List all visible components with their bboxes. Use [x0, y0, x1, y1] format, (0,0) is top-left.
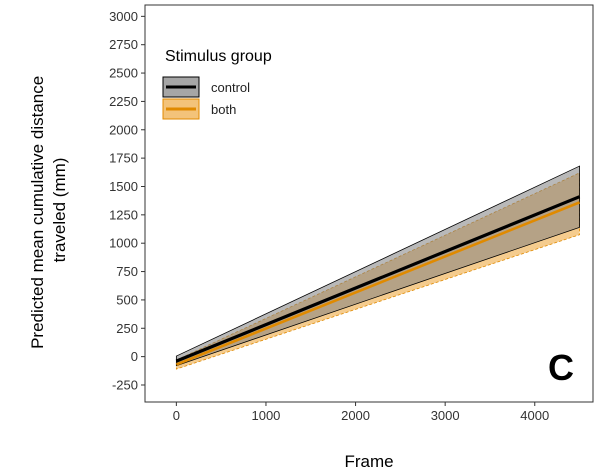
y-axis: -250 0 250 500 750 1000 1250 1500 1750 2000 2250 25… — [109, 9, 145, 392]
y-tick-label: 1250 — [109, 207, 138, 222]
y-tick-label: 1750 — [109, 151, 138, 166]
series-line-control — [175, 195, 581, 363]
x-tick-label: 3000 — [431, 408, 460, 423]
panel-border — [144, 4, 594, 403]
y-tick-label: 1500 — [109, 179, 138, 194]
confidence-bands — [175, 165, 580, 370]
x-tick-label: 0 — [173, 408, 180, 423]
y-axis-title: Predicted mean cumulative distance trave… — [28, 71, 69, 349]
legend-label-control: control — [211, 80, 250, 95]
legend-keys: control both — [162, 76, 250, 120]
y-tick-label: 2250 — [109, 94, 138, 109]
y-tick-label: 1000 — [109, 236, 138, 251]
ci-band-control — [175, 165, 580, 367]
y-tick-label: 750 — [116, 264, 138, 279]
series-lines — [175, 195, 581, 366]
y-tick-label: 0 — [131, 349, 138, 364]
x-axis: 0 1000 2000 3000 4000 — [173, 402, 549, 423]
x-axis-title: Frame — [344, 452, 393, 471]
legend-title: Stimulus group — [165, 48, 272, 65]
y-axis-title-line-2: traveled (mm) — [50, 158, 69, 263]
x-tick-label: 1000 — [251, 408, 280, 423]
series-line-both — [175, 201, 581, 366]
y-tick-label: 2750 — [109, 37, 138, 52]
y-tick-label: 3000 — [109, 9, 138, 24]
panel-label: C — [548, 347, 574, 388]
y-tick-label: 2500 — [109, 66, 138, 81]
y-tick-label: 500 — [116, 292, 138, 307]
y-axis-title-line-1: Predicted mean cumulative distance — [28, 76, 47, 349]
y-tick-label: 2000 — [109, 122, 138, 137]
legend-label-both: both — [211, 102, 236, 117]
y-tick-label: 250 — [116, 321, 138, 336]
x-tick-label: 2000 — [341, 408, 370, 423]
y-tick-label: -250 — [112, 377, 138, 392]
x-tick-label: 4000 — [520, 408, 549, 423]
legend: Stimulus group control both — [162, 48, 272, 120]
